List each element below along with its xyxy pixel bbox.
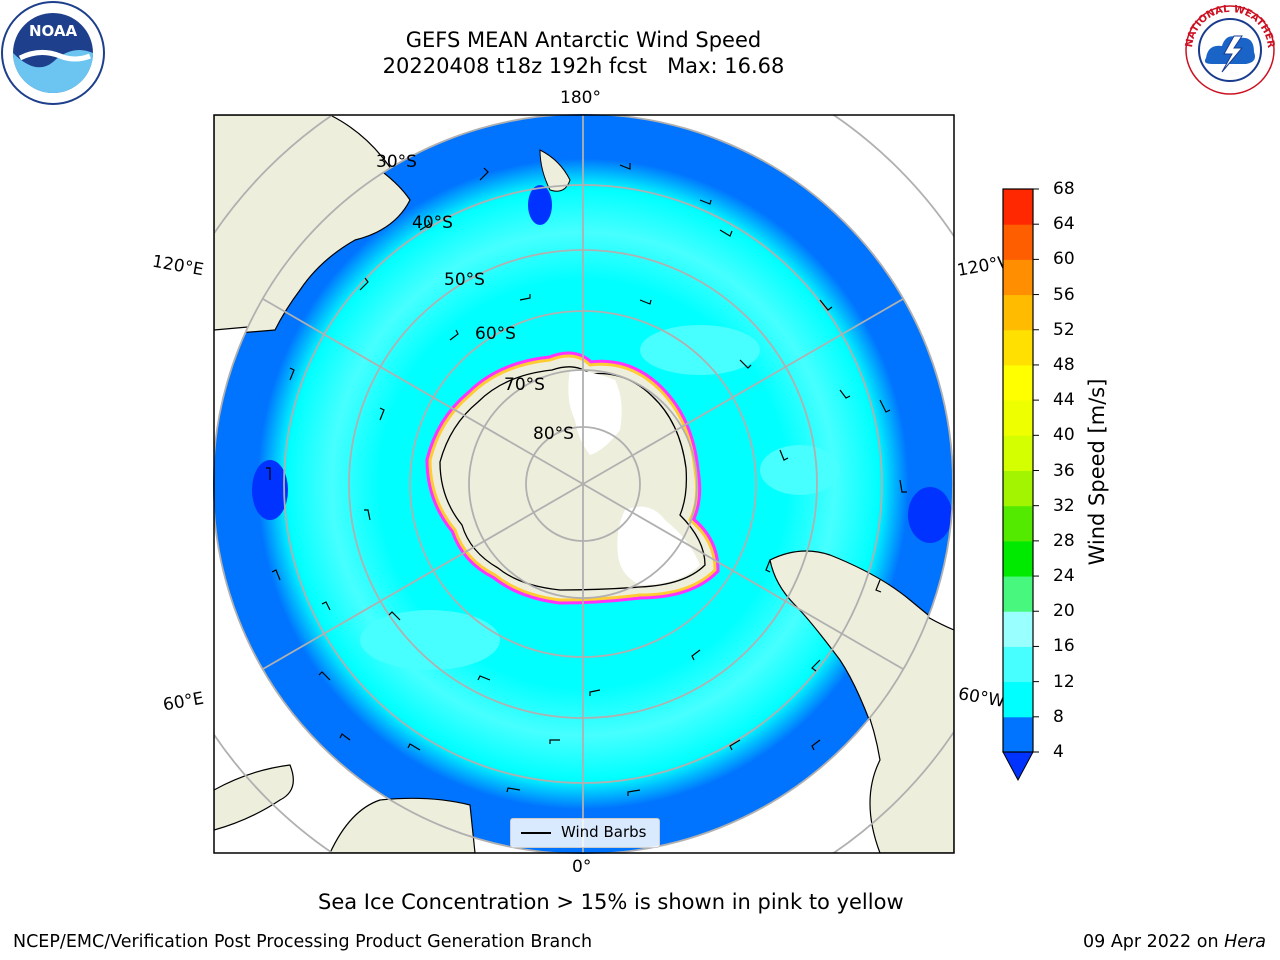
colorbar-tick-label: 28	[1053, 530, 1075, 551]
map-border	[213, 114, 955, 854]
map-legend: Wind Barbs	[510, 818, 660, 848]
colorbar-segment	[1003, 540, 1033, 577]
colorbar-segment	[1003, 470, 1033, 507]
national-weather-service-logo: NATIONAL WEATHER SERVICE	[1178, 0, 1276, 95]
lat-label-30s: 30°S	[376, 152, 417, 172]
colorbar-tick-label: 24	[1053, 566, 1075, 587]
colorbar-segment	[1003, 329, 1033, 366]
colorbar-tick-label: 44	[1053, 390, 1075, 411]
lat-label-80s: 80°S	[533, 424, 574, 444]
colorbar-tick-label: 36	[1053, 460, 1075, 481]
footer-credit: NCEP/EMC/Verification Post Processing Pr…	[13, 932, 593, 952]
colorbar-tick-label: 12	[1053, 671, 1075, 692]
colorbar-segment	[1003, 435, 1033, 471]
lat-label-70s: 70°S	[504, 375, 545, 395]
colorbar-tick-label: 56	[1053, 284, 1075, 305]
colorbar-segment	[1003, 576, 1033, 612]
colorbar-tick-label: 68	[1053, 179, 1075, 199]
colorbar-tick-label: 32	[1053, 495, 1075, 516]
colorbar-segment	[1003, 646, 1033, 683]
colorbar-tick-label: 16	[1053, 636, 1075, 657]
lat-label-60s: 60°S	[475, 324, 516, 344]
lon-label-180: 180°	[560, 88, 601, 108]
footer-date: 09 Apr 2022 on Hera	[1083, 932, 1266, 952]
lat-label-40s: 40°S	[412, 213, 453, 233]
graticule	[214, 115, 954, 853]
footer-date-text: 09 Apr 2022 on	[1082, 932, 1219, 952]
colorbar-tick-label: 20	[1053, 601, 1075, 622]
colorbar-tick-label: 48	[1053, 354, 1075, 375]
colorbar-tick-label: 64	[1053, 214, 1075, 235]
colorbar-ticks	[1033, 188, 1039, 753]
colorbar-segment	[1003, 681, 1033, 718]
lat-label-50s: 50°S	[444, 270, 485, 290]
colorbar-tick-label: 4	[1053, 742, 1064, 762]
noaa-logo-text: NOAA	[29, 22, 78, 40]
plot-subtitle-forecast: 20220408 t18z 192h fcst Max: 16.68	[382, 54, 785, 78]
colorbar-segment	[1003, 611, 1033, 647]
colorbar-segments	[1003, 189, 1033, 753]
colorbar-segment	[1003, 259, 1033, 296]
colorbar-under-arrow	[1002, 751, 1034, 782]
colorbar-segment	[1003, 294, 1033, 331]
wind-barbs	[266, 163, 907, 796]
sea-ice-note: Sea Ice Concentration > 15% is shown in …	[318, 890, 904, 914]
wind-barb-legend-line	[521, 832, 551, 834]
colorbar-segment	[1003, 716, 1033, 753]
colorbar-tick-label: 40	[1053, 425, 1075, 446]
lon-label-0: 0°	[572, 857, 592, 877]
footer-host: Hera	[1224, 932, 1266, 952]
plot-title: GEFS MEAN Antarctic Wind Speed	[405, 28, 762, 52]
colorbar-tick-label: 60	[1053, 249, 1075, 270]
colorbar-tick-label: 8	[1053, 706, 1064, 727]
wind-barb-legend-label: Wind Barbs	[561, 823, 647, 841]
colorbar-segment	[1003, 224, 1033, 260]
colorbar-title: Wind Speed [m/s]	[1085, 378, 1109, 566]
colorbar-tick-label: 52	[1053, 319, 1075, 340]
colorbar-segment	[1003, 189, 1033, 225]
colorbar-segment	[1003, 505, 1033, 542]
noaa-logo: NOAA	[1, 1, 105, 105]
colorbar-segment	[1003, 364, 1033, 401]
colorbar-segment	[1003, 400, 1033, 436]
